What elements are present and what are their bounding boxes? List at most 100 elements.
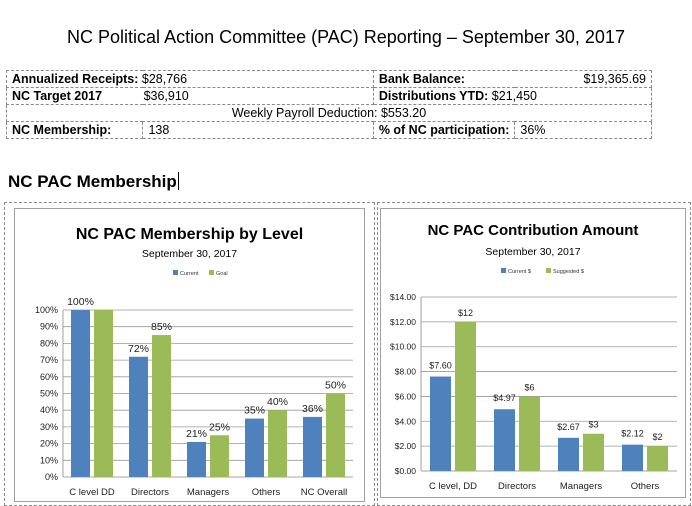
payroll-label: Weekly Payroll Deduction: xyxy=(231,106,378,120)
bar-1 xyxy=(129,356,148,477)
y-tick-label: $2.00 xyxy=(395,441,417,451)
y-tick-label: 40% xyxy=(40,405,58,415)
nc-target-value: $36,910 xyxy=(143,89,189,103)
membership-value: 138 xyxy=(142,121,374,139)
y-tick-label: 100% xyxy=(35,305,58,315)
legend-swatch-1 xyxy=(501,268,506,273)
bar-1 xyxy=(187,441,206,477)
x-tick-label: Others xyxy=(631,481,660,492)
bar-2 xyxy=(583,433,604,471)
bar-1 xyxy=(71,310,90,477)
bar-2 xyxy=(647,446,668,471)
page-title: NC Political Action Committee (PAC) Repo… xyxy=(67,27,625,47)
membership-label: NC Membership: xyxy=(5,121,144,139)
bar-2 xyxy=(94,310,113,477)
data-label: 50% xyxy=(325,380,346,392)
legend-swatch-1 xyxy=(173,270,178,275)
bar-2 xyxy=(152,335,171,477)
summary-row-membership: NC Membership: 138 % of NC participation… xyxy=(5,121,652,139)
nc-target-cell: NC Target 2017 $36,910 xyxy=(6,87,374,105)
bar-2 xyxy=(519,396,540,471)
chart-contribution-svg: NC PAC Contribution Amount September 30, … xyxy=(390,222,677,492)
summary-row-receipts: Annualized Receipts: $28,766 Bank Balanc… xyxy=(6,70,653,88)
y-tick-label: $6.00 xyxy=(395,391,417,401)
bar-2 xyxy=(455,321,476,471)
nc-target-label: NC Target 2017 xyxy=(12,89,103,103)
data-label: 35% xyxy=(244,405,265,417)
distributions-value: $21,450 xyxy=(491,89,537,103)
legend-label-1: Current $ xyxy=(508,269,531,275)
y-tick-label: 0% xyxy=(45,472,58,482)
summary-row-payroll: Weekly Payroll Deduction: $553.20 xyxy=(6,104,652,122)
section-heading: NC PAC Membership xyxy=(8,172,179,192)
data-label: 100% xyxy=(67,296,94,308)
y-tick-label: 50% xyxy=(40,389,58,399)
bank-balance-cell: Bank Balance: $19,365.69 xyxy=(372,70,653,88)
bar-1 xyxy=(558,437,579,471)
data-label: $4.97 xyxy=(493,393,516,403)
chart-title: NC PAC Contribution Amount xyxy=(428,222,639,239)
summary-row-target: NC Target 2017 $36,910 Distributions YTD… xyxy=(6,87,653,105)
x-tick-label: NC Overall xyxy=(301,487,347,498)
x-tick-label: Directors xyxy=(498,481,536,492)
data-label: 21% xyxy=(186,428,207,440)
chart-subtitle: September 30, 2017 xyxy=(485,246,580,258)
bank-balance-label: Bank Balance: xyxy=(378,72,465,86)
data-label: $2.12 xyxy=(621,429,644,439)
y-tick-label: $0.00 xyxy=(395,466,417,476)
data-label: 72% xyxy=(128,343,149,355)
bar-1 xyxy=(622,444,643,471)
y-tick-label: 30% xyxy=(40,422,58,432)
legend-label-2: Goal xyxy=(216,271,228,277)
data-label: $6 xyxy=(524,382,534,392)
y-tick-label: $14.00 xyxy=(390,292,416,302)
bar-1 xyxy=(430,376,451,471)
annualized-receipts-value: $28,766 xyxy=(141,72,188,86)
bar-2 xyxy=(268,410,287,477)
x-tick-label: Directors xyxy=(131,487,169,498)
data-label: $2.67 xyxy=(557,422,580,432)
bank-balance-value: $19,365.69 xyxy=(583,72,646,86)
annualized-receipts-cell: Annualized Receipts: $28,766 xyxy=(6,70,374,88)
y-tick-label: 90% xyxy=(40,322,58,332)
distributions-label: Distributions YTD: xyxy=(378,89,489,103)
y-tick-label: 60% xyxy=(40,372,58,382)
bar-2 xyxy=(326,393,345,477)
participation-value: 36% xyxy=(514,121,652,139)
y-tick-label: 20% xyxy=(40,439,58,449)
text-cursor xyxy=(177,172,179,190)
legend-label-2: Suggested $ xyxy=(553,269,584,275)
x-tick-label: Managers xyxy=(187,487,229,498)
data-label: 85% xyxy=(151,321,172,333)
section-heading-text: NC PAC Membership xyxy=(8,172,177,191)
legend-label-1: Current xyxy=(180,271,199,277)
payroll-value: $553.20 xyxy=(380,106,427,120)
bar-2 xyxy=(210,435,229,477)
chart-subtitle: September 30, 2017 xyxy=(142,248,237,260)
chart-membership-svg: NC PAC Membership by Level September 30, … xyxy=(35,226,353,498)
y-tick-label: 10% xyxy=(40,455,58,465)
participation-label: % of NC participation: xyxy=(372,121,516,139)
x-tick-label: Others xyxy=(252,487,281,498)
y-tick-label: $10.00 xyxy=(390,342,416,352)
payroll-cell: Weekly Payroll Deduction: $553.20 xyxy=(6,104,652,122)
x-tick-label: C level DD xyxy=(69,487,115,498)
data-label: 40% xyxy=(267,396,288,408)
data-label: $3 xyxy=(588,420,598,430)
bar-1 xyxy=(303,416,322,477)
y-tick-label: 80% xyxy=(40,338,58,348)
data-label: $7.60 xyxy=(429,361,452,371)
y-tick-label: 70% xyxy=(40,355,58,365)
y-tick-label: $4.00 xyxy=(395,416,417,426)
y-tick-label: $12.00 xyxy=(390,317,416,327)
data-label: 25% xyxy=(209,421,230,433)
legend-swatch-2 xyxy=(209,270,214,275)
y-tick-label: $8.00 xyxy=(395,367,417,377)
bar-1 xyxy=(245,418,264,477)
bar-1 xyxy=(494,409,515,471)
distributions-cell: Distributions YTD: $21,450 xyxy=(372,87,653,105)
annualized-receipts-label: Annualized Receipts: xyxy=(12,72,139,86)
data-label: $12 xyxy=(458,308,473,318)
chart-membership: NC PAC Membership by Level September 30, … xyxy=(14,208,365,502)
chart-title: NC PAC Membership by Level xyxy=(76,226,303,243)
